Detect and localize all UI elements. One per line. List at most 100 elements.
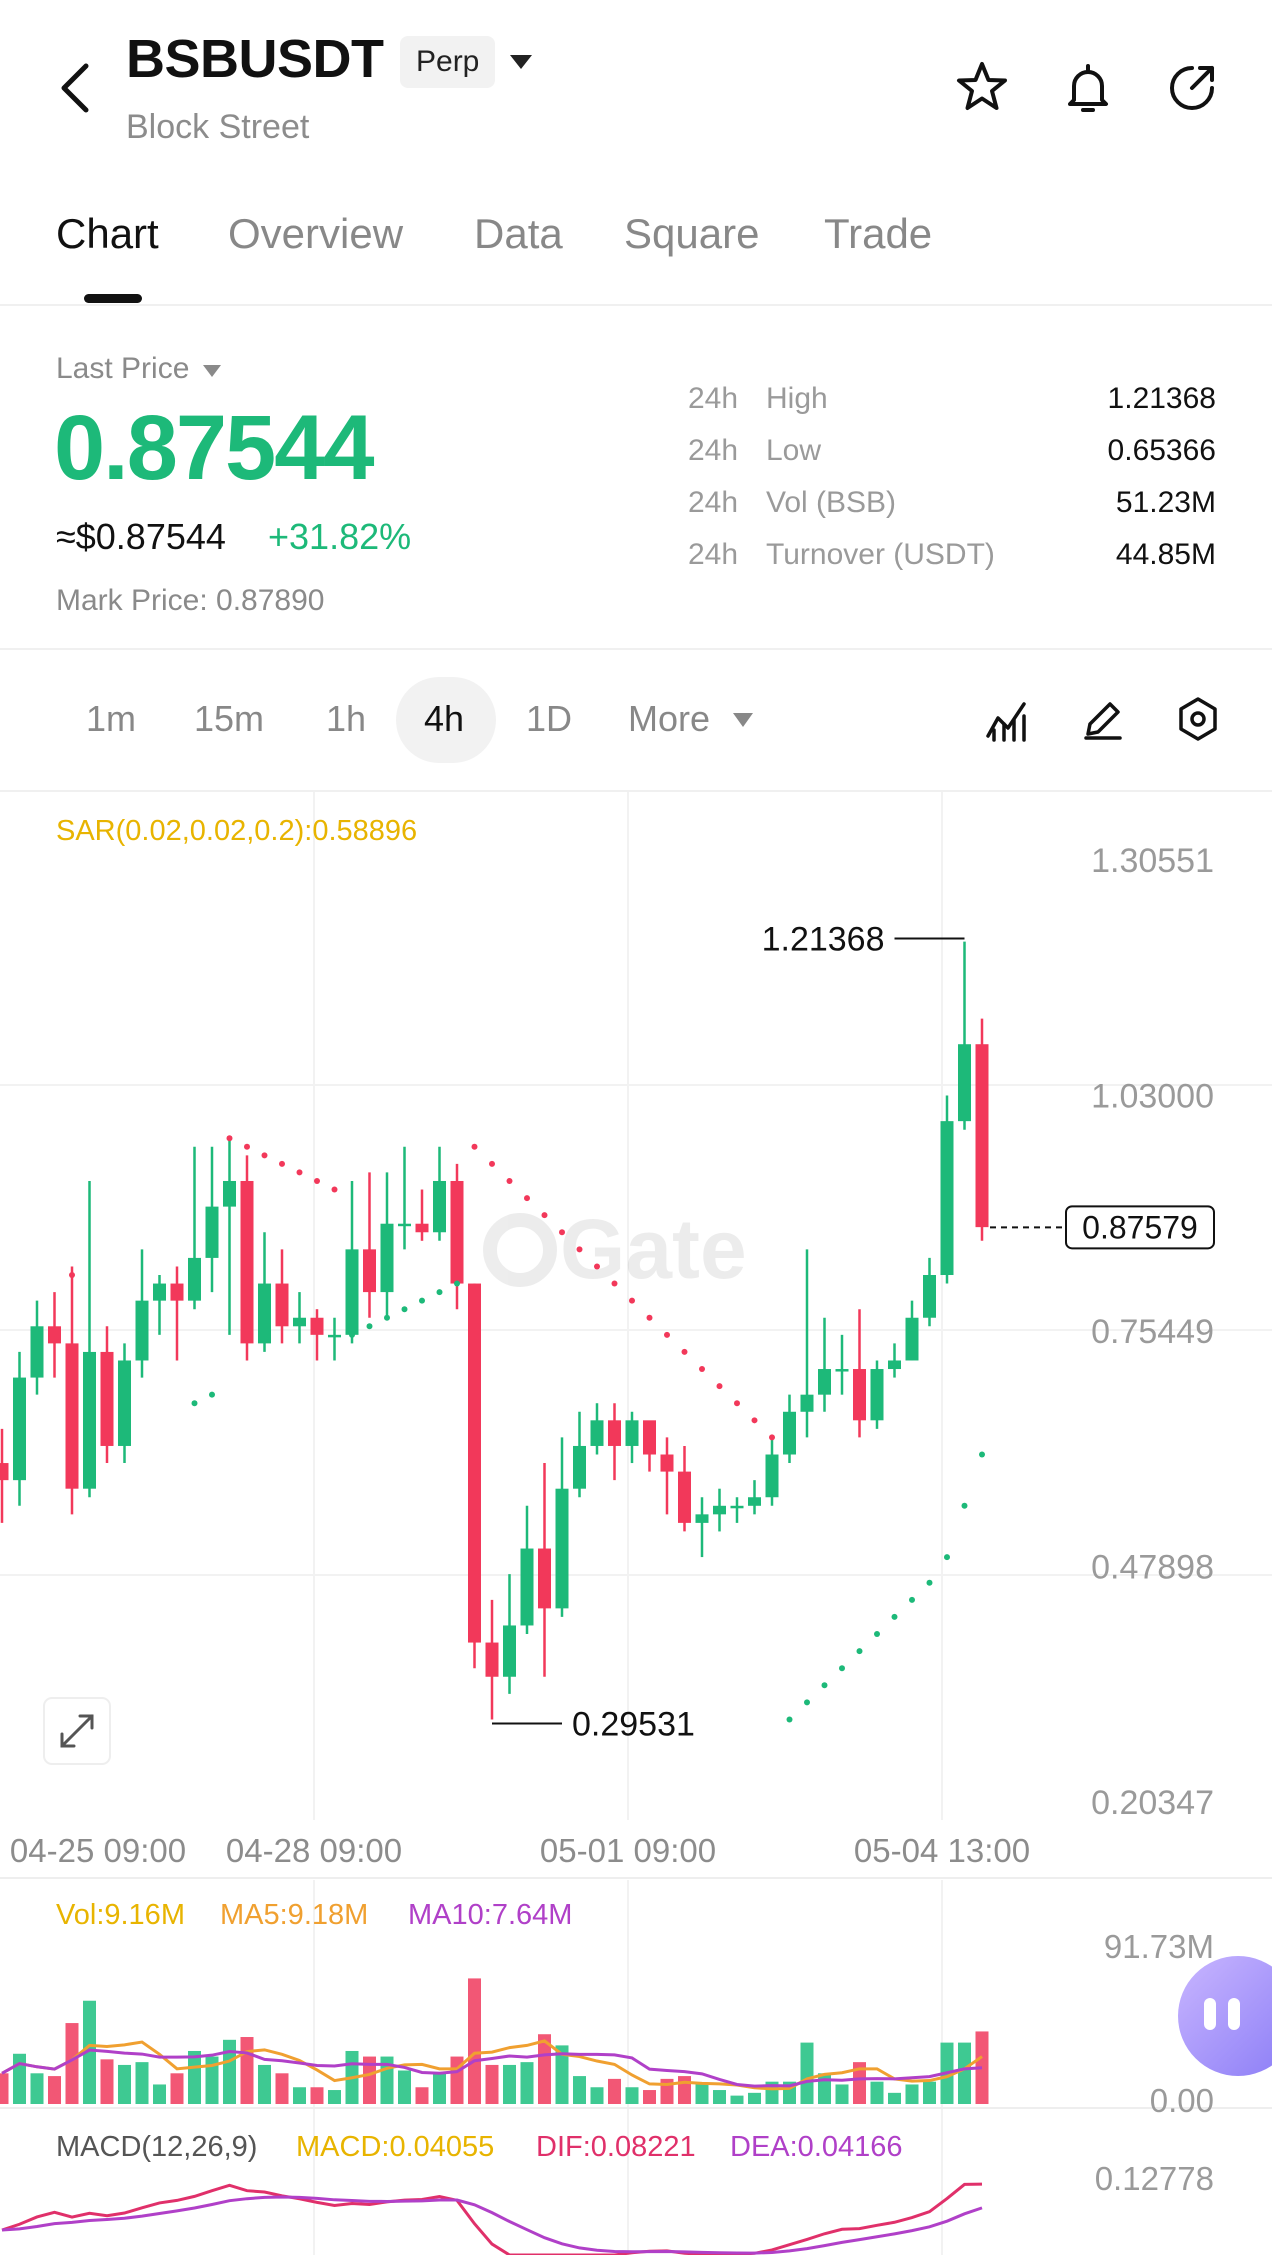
assistant-floating-button[interactable] (1178, 1956, 1272, 2076)
contract-dropdown-icon[interactable] (508, 52, 534, 72)
sar-dot (209, 1391, 215, 1398)
candle-body (398, 1223, 411, 1227)
price-type-dropdown-icon[interactable] (202, 364, 222, 378)
price-axis-label: 0.20347 (1091, 1784, 1214, 1822)
volume-axis-min: 0.00 (1150, 2082, 1214, 2119)
candle-body (870, 1369, 884, 1421)
sar-dot (261, 1152, 268, 1159)
volume-bar (13, 2053, 26, 2104)
sar-dot (454, 1280, 460, 1287)
volume-ma5-line (1, 2039, 983, 2091)
sar-dot (909, 1596, 915, 1603)
tab-trade[interactable]: Trade (824, 210, 933, 257)
volume-bar (328, 2090, 341, 2104)
volume-bar (590, 2087, 604, 2104)
volume-bar (293, 2087, 306, 2104)
tab-square[interactable]: Square (624, 210, 760, 257)
sar-dot (559, 1229, 565, 1236)
price-chart[interactable]: Gate SAR(0.02,0.02,0.2):0.58896 1.30551 … (0, 792, 1272, 2255)
last-price-value: 0.87544 (54, 397, 375, 499)
candle-body (678, 1471, 691, 1523)
low-price-label: 0.29531 (572, 1705, 695, 1743)
divider (0, 304, 1272, 306)
price-axis-label: 0.75449 (1091, 1313, 1214, 1351)
volume-bar (835, 2084, 849, 2104)
indicator-icon[interactable] (982, 694, 1032, 744)
chart-grid (0, 792, 1272, 2255)
sar-dot (191, 1400, 198, 1407)
draw-pencil-icon[interactable] (1078, 694, 1128, 744)
volume-bar (905, 2084, 919, 2104)
price-axis-label: 1.03000 (1091, 1078, 1214, 1116)
volume-bar (748, 2092, 761, 2104)
sar-dot (891, 1613, 898, 1620)
macd-label: MACD(12,26,9) (56, 2131, 257, 2163)
sar-dot (944, 1554, 950, 1561)
candle-body (293, 1317, 306, 1327)
tab-chart[interactable]: Chart (56, 210, 159, 257)
settings-hexagon-icon[interactable] (1173, 694, 1223, 744)
tab-data[interactable]: Data (474, 210, 563, 257)
timeframe-more[interactable]: More (628, 698, 711, 739)
token-name: Block Street (126, 108, 310, 146)
volume-bar (48, 2076, 61, 2104)
timeframe-1h[interactable]: 1h (326, 698, 367, 739)
volume-ma10-label: MA10:7.64M (408, 1899, 572, 1931)
volume-bar (555, 2045, 569, 2104)
volume-bar (65, 2023, 79, 2104)
sar-dot (506, 1177, 513, 1184)
candle-body (783, 1411, 796, 1455)
sar-dot (681, 1348, 688, 1355)
timeframe-15m[interactable]: 15m (194, 698, 265, 739)
contract-type-badge[interactable]: Perp (400, 36, 496, 88)
candle-body (310, 1317, 324, 1335)
volume-bar (188, 2050, 201, 2104)
candle-body (118, 1360, 131, 1446)
candle-body (345, 1249, 359, 1335)
last-price-label[interactable]: Last Price (56, 352, 190, 385)
timeframe-1d[interactable]: 1D (526, 698, 573, 739)
divider (0, 648, 1272, 650)
price-alert-bell-icon[interactable] (1058, 58, 1118, 118)
sar-dot (436, 1289, 443, 1296)
sar-dot (594, 1263, 600, 1270)
volume-bar (100, 2059, 114, 2104)
candle-body (818, 1369, 831, 1395)
candle-body (153, 1283, 166, 1301)
volume-bar (170, 2073, 184, 2104)
price-axis-label: 1.30551 (1091, 842, 1214, 880)
volume-bar (503, 2064, 516, 2104)
volume-bar (433, 2073, 446, 2104)
tab-overview[interactable]: Overview (228, 210, 404, 257)
timeframe-4h[interactable]: 4h (424, 698, 465, 739)
candle-body (538, 1548, 551, 1609)
sar-dot (244, 1143, 250, 1150)
price-axis-label: 0.47898 (1091, 1549, 1214, 1587)
candle-body (48, 1326, 61, 1344)
volume-bar (398, 2070, 411, 2104)
active-timeframe-pill (396, 677, 496, 763)
more-dropdown-icon[interactable] (732, 712, 754, 728)
gate-watermark: Gate (483, 1202, 747, 1296)
timeframe-1m[interactable]: 1m (86, 698, 137, 739)
candle-body (590, 1420, 604, 1446)
assistant-icon (1204, 1998, 1216, 2030)
volume-bar (415, 2087, 429, 2104)
stat-row-volume: 24h Vol (BSB) 51.23M (688, 486, 1216, 519)
sar-dot (786, 1716, 793, 1723)
sar-dot (734, 1400, 740, 1407)
candle-body (468, 1283, 481, 1643)
candle-body (0, 1463, 9, 1481)
volume-bar (0, 2073, 9, 2104)
favorite-star-icon[interactable] (952, 58, 1012, 118)
volume-bar (800, 2042, 814, 2104)
back-arrow-icon[interactable] (54, 62, 98, 114)
candle-body (555, 1488, 569, 1609)
volume-label: Vol:9.16M (56, 1899, 185, 1931)
candle-body (730, 1505, 744, 1509)
macd-dea-label: DEA:0.04166 (730, 2131, 903, 2163)
sar-dot (226, 1135, 233, 1142)
sar-indicator-label: SAR(0.02,0.02,0.2):0.58896 (56, 815, 417, 847)
share-icon[interactable] (1162, 58, 1222, 118)
volume-axis-max: 91.73M (1104, 1928, 1214, 1965)
